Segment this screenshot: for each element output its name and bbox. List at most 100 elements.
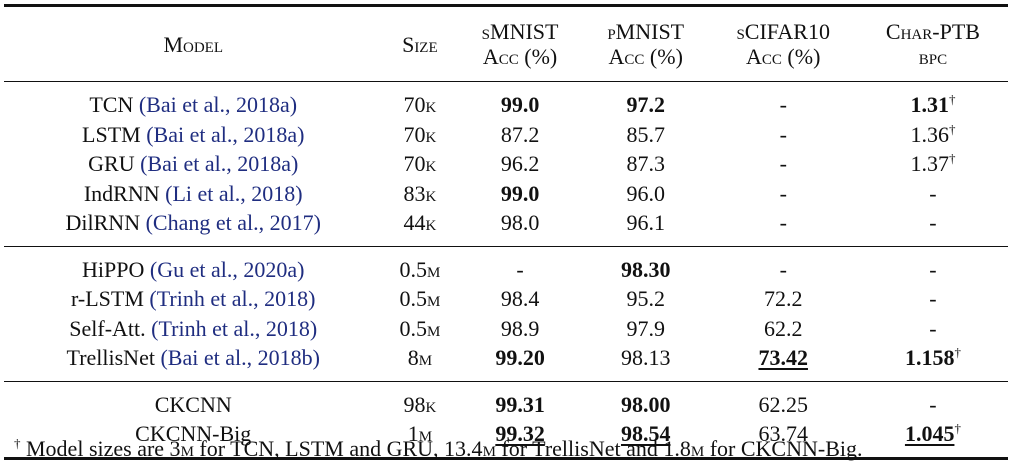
row: LSTM (Bai et al., 2018a) 70k 87.2 85.7 - 1.36…	[4, 120, 1008, 150]
footnote-text: m	[482, 436, 496, 461]
value: -	[779, 210, 787, 235]
value-cell: -	[709, 82, 858, 120]
value-cell: 97.2	[583, 82, 709, 120]
model-name: TrellisNet	[66, 345, 155, 370]
value-cell: 85.7	[583, 120, 709, 150]
size-cell: 0.5m	[382, 284, 457, 314]
citation: (Bai et al., 2018b)	[160, 345, 320, 370]
value-cell: 87.3	[583, 149, 709, 179]
value: -	[779, 121, 787, 147]
size: 8m	[407, 345, 433, 370]
model-name: LSTM	[82, 121, 141, 147]
header-text: Acc (%)	[608, 44, 683, 69]
value: 97.2	[626, 92, 665, 117]
model-cell: CKCNN	[4, 381, 382, 419]
size-cell: 70k	[382, 82, 457, 120]
header-text: Acc (%)	[746, 44, 821, 69]
value-cell: -	[858, 381, 1008, 419]
value-cell: 1.31†	[858, 82, 1008, 120]
value: 98.9	[500, 315, 540, 341]
value-cell: 1.158†	[858, 343, 1008, 381]
value-cell: -	[858, 208, 1008, 246]
value: 63.74	[758, 421, 808, 446]
value-cell: 72.2	[709, 284, 858, 314]
size: 83k	[403, 180, 437, 206]
value-cell: 99.20	[457, 343, 583, 381]
value-cell: 95.2	[583, 284, 709, 314]
model-name: DilRNN	[65, 210, 141, 235]
model-cell: GRU (Bai et al., 2018a)	[4, 149, 382, 179]
size-cell: 44k	[382, 208, 457, 246]
row: CKCNN-Big 1m 99.32 98.54 63.74 1.045†	[4, 419, 1008, 458]
value-cell: 99.0	[457, 179, 583, 209]
citation: (Chang et al., 2017)	[145, 210, 321, 235]
row: IndRNN (Li et al., 2018) 83k 99.0 96.0 - -	[4, 179, 1008, 209]
size: 70k	[403, 92, 437, 117]
size-cell: 70k	[382, 149, 457, 179]
value: -	[929, 315, 937, 341]
footnote-text: m	[690, 436, 705, 461]
dagger: †	[954, 420, 961, 436]
size-cell: 83k	[382, 179, 457, 209]
value: 96.2	[500, 151, 540, 176]
row: HiPPO (Gu et al., 2020a) 0.5m - 98.30 - -	[4, 246, 1008, 284]
value: 99.32	[495, 421, 545, 446]
size: 0.5m	[399, 286, 441, 311]
row: TrellisNet (Bai et al., 2018b) 8m 99.20 98.…	[4, 343, 1008, 381]
model-name: IndRNN	[83, 180, 160, 206]
row-group: TCN (Bai et al., 2018a) 70k 99.0 97.2-1.31†…	[4, 82, 1008, 246]
model-name: CKCNN	[154, 391, 232, 417]
citation: (Li et al., 2018)	[165, 180, 303, 206]
value: -	[779, 151, 787, 176]
dagger: †	[948, 150, 956, 166]
value-cell: 98.4	[457, 284, 583, 314]
value-cell: 99.32	[457, 419, 583, 458]
size: 44k	[403, 210, 437, 235]
header-cell: pMNIST Acc (%)	[583, 6, 709, 82]
value-cell: 96.2	[457, 149, 583, 179]
footnote-text: m	[180, 436, 194, 461]
footnote-text: †	[14, 435, 21, 451]
value-cell: 62.25	[709, 381, 858, 419]
value: 1.31	[910, 92, 949, 117]
value-cell: 98.54	[583, 419, 709, 458]
value: -	[779, 180, 787, 206]
header-cell: sMNIST Acc (%)	[457, 6, 583, 82]
row-group: HiPPO (Gu et al., 2020a) 0.5m -98.30- - r-LS…	[4, 246, 1008, 381]
value: 98.54	[620, 421, 671, 446]
header-row: Model Size sMNIST Acc (%) pMNIST Acc (%) sCIFA…	[4, 6, 1008, 82]
value: 97.9	[626, 315, 665, 341]
value: -	[779, 92, 787, 117]
row: TCN (Bai et al., 2018a) 70k 99.0 97.2 - 1.31†	[4, 82, 1008, 120]
value: -	[779, 256, 787, 282]
value: -	[929, 210, 937, 235]
header-cell: Model	[4, 6, 382, 82]
model-cell: LSTM (Bai et al., 2018a)	[4, 120, 382, 150]
value: -	[516, 256, 524, 282]
value: 73.42	[758, 345, 808, 370]
value: -	[929, 180, 937, 206]
value-cell: -	[709, 246, 858, 284]
value-cell: -	[457, 246, 583, 284]
value: 1.37	[910, 151, 949, 176]
value: 98.13	[620, 345, 671, 370]
value: -	[929, 256, 937, 282]
row: Self-Att. (Trinh et al., 2018) 0.5m 98.9 97…	[4, 314, 1008, 344]
value: 87.2	[500, 121, 540, 147]
value: 99.0	[500, 180, 540, 206]
dagger: †	[948, 121, 956, 137]
row: CKCNN 98k 99.31 98.00 62.25 -	[4, 381, 1008, 419]
value-cell: 73.42	[709, 343, 858, 381]
model-cell: HiPPO (Gu et al., 2020a)	[4, 246, 382, 284]
model-cell: IndRNN (Li et al., 2018)	[4, 179, 382, 209]
model-name: r-LSTM	[71, 286, 144, 311]
value: -	[929, 391, 937, 417]
value: 99.31	[495, 391, 545, 417]
value-cell: 98.00	[583, 381, 709, 419]
value-cell: 98.13	[583, 343, 709, 381]
size-cell: 8m	[382, 343, 457, 381]
model-cell: CKCNN-Big	[4, 419, 382, 458]
header-text: Model	[163, 31, 224, 57]
value-cell: -	[709, 149, 858, 179]
